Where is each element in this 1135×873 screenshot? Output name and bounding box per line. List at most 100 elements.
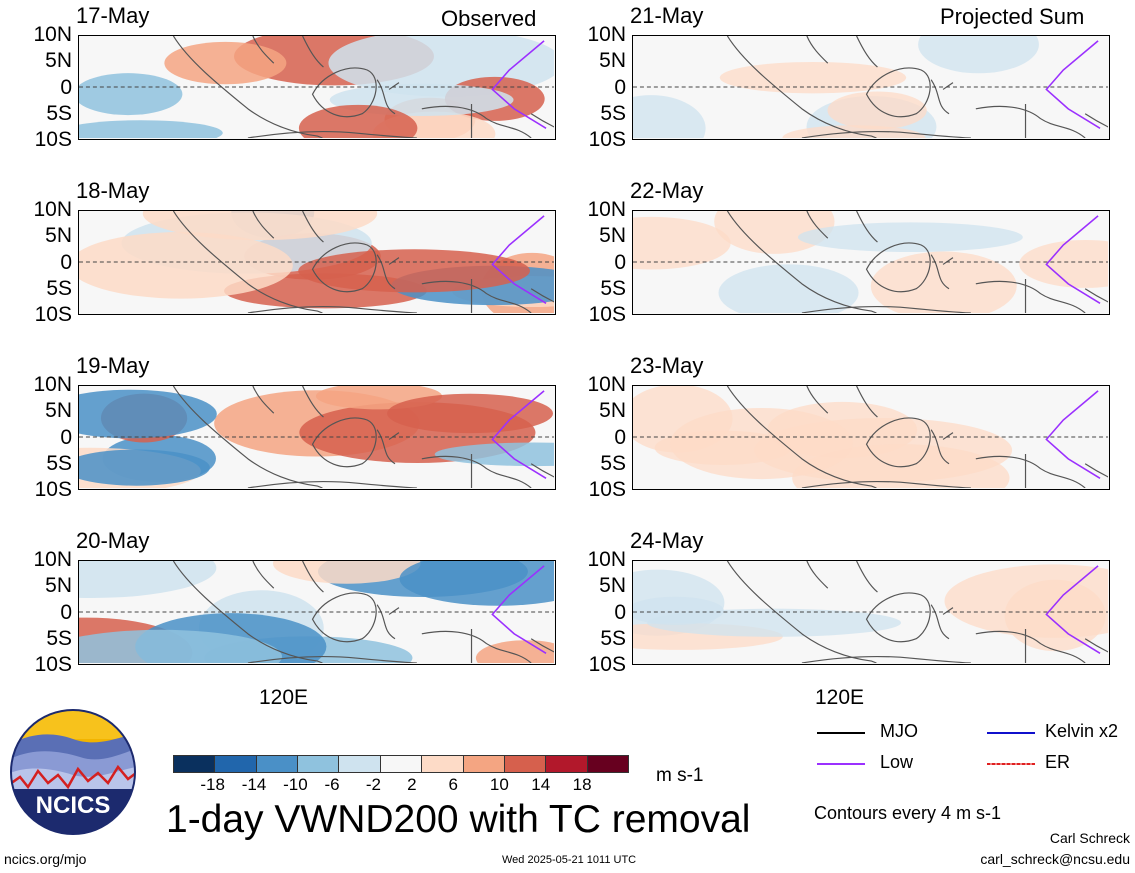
anomaly-blob bbox=[714, 211, 835, 254]
kelvin-legend-label: Kelvin x2 bbox=[1045, 721, 1119, 741]
lat-label: 10N bbox=[33, 548, 72, 571]
coastline bbox=[376, 604, 400, 640]
map-field bbox=[633, 386, 1108, 488]
coastline bbox=[1084, 113, 1108, 128]
anomaly-blob bbox=[273, 561, 421, 584]
map-field bbox=[633, 561, 1108, 663]
anomaly-blob bbox=[79, 232, 293, 299]
lat-label: 10S bbox=[588, 303, 626, 326]
mjo-legend-label: MJO bbox=[880, 721, 918, 741]
lat-label: 0 bbox=[60, 600, 72, 624]
colorbar-tick-label: -14 bbox=[241, 775, 267, 794]
left-panel-date: 17-May bbox=[76, 3, 150, 28]
coastline bbox=[302, 561, 324, 593]
low-legend-label: Low bbox=[880, 752, 914, 772]
lat-label: 10S bbox=[34, 303, 72, 326]
lat-label: 5S bbox=[46, 101, 72, 125]
anomaly-blob bbox=[719, 61, 907, 94]
coastline bbox=[975, 455, 1086, 488]
colorbar-swatch bbox=[214, 755, 257, 773]
er-legend-line bbox=[987, 763, 1035, 765]
footer-url: ncics.org/mjo bbox=[4, 851, 87, 867]
anomaly-blob bbox=[164, 41, 287, 85]
low-contour bbox=[1045, 215, 1101, 304]
coastline bbox=[1084, 638, 1108, 653]
anomaly-blob bbox=[633, 596, 724, 625]
lat-label: 5S bbox=[600, 276, 626, 300]
anomaly-blob bbox=[718, 264, 859, 313]
left-panel-date: 20-May bbox=[76, 528, 150, 553]
colorbar-swatch bbox=[338, 755, 381, 773]
anomaly-blob bbox=[670, 407, 853, 480]
anomaly-blob bbox=[399, 561, 554, 606]
ncics-logo: NCICS bbox=[10, 709, 136, 835]
colorbar-swatch bbox=[421, 755, 464, 773]
anomaly-blob bbox=[944, 564, 1108, 638]
footer-timestamp: Wed 2025-05-21 1011 UTC bbox=[502, 854, 637, 866]
right-map-panel bbox=[632, 385, 1110, 490]
lat-label: 10S bbox=[588, 478, 626, 501]
colorbar-tick-label: 14 bbox=[531, 775, 551, 794]
anomaly-blob bbox=[79, 389, 217, 439]
anomaly-blob bbox=[298, 249, 530, 293]
coastline bbox=[801, 480, 971, 488]
coastline bbox=[865, 592, 931, 643]
coastline bbox=[865, 242, 931, 293]
right-map-panel bbox=[632, 210, 1110, 315]
colorbar-swatch bbox=[503, 755, 547, 773]
lat-label: 0 bbox=[60, 250, 72, 274]
coastline bbox=[376, 79, 400, 115]
lat-label: 5N bbox=[599, 399, 626, 423]
anomaly-blob bbox=[633, 95, 706, 138]
left-panel-date: 18-May bbox=[76, 178, 150, 203]
lat-label: 5N bbox=[599, 574, 626, 598]
coastline bbox=[311, 242, 377, 293]
coastline bbox=[856, 386, 878, 418]
right-panel-date: 23-May bbox=[630, 353, 704, 378]
low-contour bbox=[491, 40, 547, 129]
colorbar-swatch bbox=[173, 755, 216, 773]
coastline bbox=[930, 79, 954, 115]
lat-label: 10N bbox=[587, 23, 626, 46]
lat-label: 10S bbox=[588, 653, 626, 676]
colorbar-swatch bbox=[297, 755, 340, 773]
left-map-panel bbox=[78, 385, 556, 490]
footer-email: carl_schreck@ncsu.edu bbox=[980, 851, 1130, 867]
coastline bbox=[801, 305, 971, 313]
lat-label: 5S bbox=[46, 451, 72, 475]
coastline bbox=[856, 211, 878, 243]
colorbar-tick-label: 6 bbox=[448, 775, 458, 794]
coastline bbox=[247, 655, 417, 663]
coastline bbox=[311, 417, 377, 468]
lat-label: 5N bbox=[45, 224, 72, 248]
map-field bbox=[79, 36, 554, 138]
right-panel-date: 24-May bbox=[630, 528, 704, 553]
lat-label: 5N bbox=[45, 399, 72, 423]
anomaly-blob bbox=[79, 73, 183, 116]
coastline bbox=[252, 36, 275, 64]
right-panel-date: 22-May bbox=[630, 178, 704, 203]
coastline bbox=[376, 254, 400, 290]
figure-title: 1-day VWND200 with TC removal bbox=[166, 798, 751, 841]
colorbar-swatch bbox=[545, 755, 588, 773]
coastline bbox=[252, 211, 275, 239]
lat-label: 0 bbox=[614, 600, 626, 624]
lat-label: 10N bbox=[587, 548, 626, 571]
anomaly-blob bbox=[918, 36, 1039, 74]
lat-label: 5S bbox=[600, 101, 626, 125]
coastline bbox=[530, 113, 554, 128]
coastline bbox=[856, 561, 878, 593]
colorbar-tick-label: -2 bbox=[365, 775, 381, 794]
coastline bbox=[311, 67, 377, 118]
coastline bbox=[801, 130, 971, 138]
kelvin-legend-line bbox=[987, 732, 1035, 734]
map-field bbox=[633, 36, 1108, 138]
anomaly-blob bbox=[298, 104, 418, 138]
coastline bbox=[856, 36, 878, 68]
coastline bbox=[930, 604, 954, 640]
coastline bbox=[1084, 463, 1108, 478]
coastline bbox=[1084, 288, 1108, 303]
mjo-legend-line bbox=[817, 732, 865, 734]
left-map-panel bbox=[78, 35, 556, 140]
coastline bbox=[302, 211, 324, 243]
